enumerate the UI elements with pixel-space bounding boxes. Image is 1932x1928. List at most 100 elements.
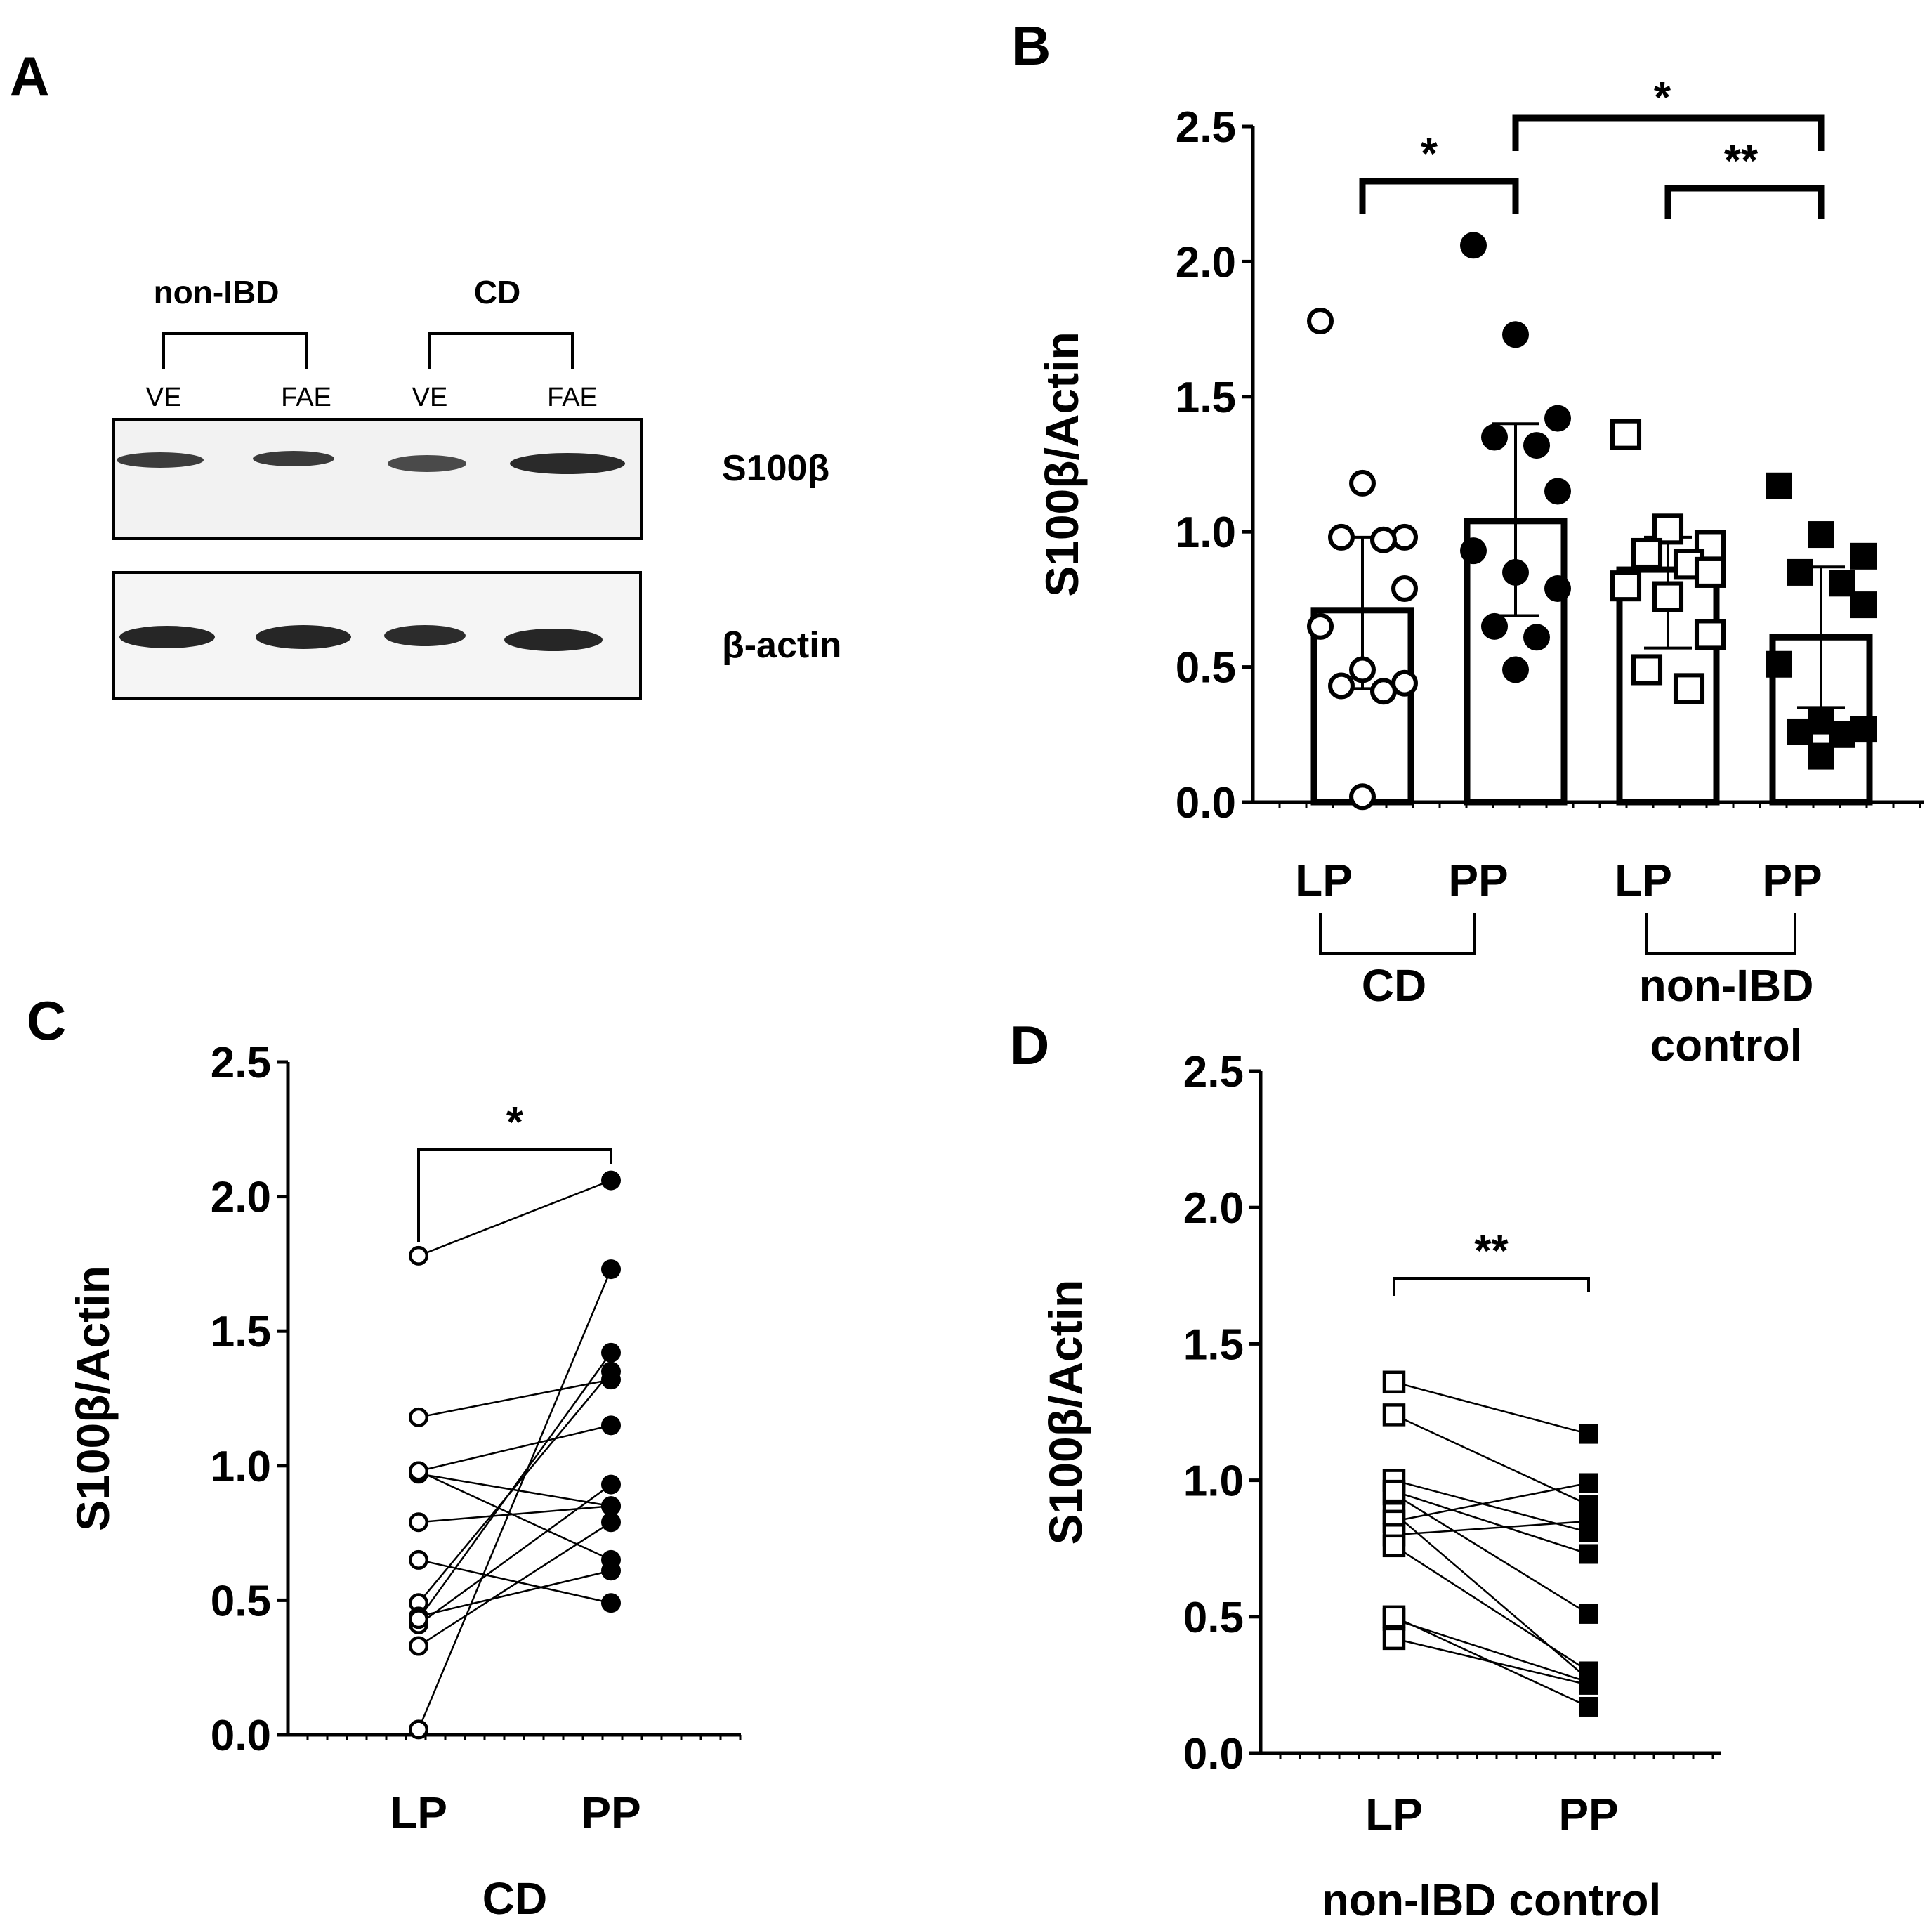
c-significance-bracket: [417, 1148, 612, 1242]
d-point-pp: [1579, 1696, 1598, 1717]
c-point-lp: [408, 1636, 428, 1656]
c-point-lp: [408, 1512, 428, 1533]
b-point-1: [1307, 612, 1334, 640]
d-pair-line: [1393, 1414, 1589, 1506]
c-point-lp: [408, 1245, 428, 1266]
c-point-lp: [408, 1609, 428, 1629]
b-point-3: [1631, 537, 1663, 570]
b-point-2: [1460, 537, 1487, 565]
band-s100b-lane4: [510, 453, 625, 474]
b-group-bracket-non-ibd: [1645, 913, 1796, 955]
b-point-2: [1544, 478, 1571, 505]
b-point-1: [1349, 469, 1376, 497]
bar-chart-b: 0.0 0.5 1.0 1.5 2.0 2.5 S100β/Actin LP PP LP PP CD n…: [1036, 74, 1924, 1070]
band-s100b-lane3: [388, 455, 466, 472]
c-point-pp: [601, 1259, 621, 1280]
b-point-4: [1766, 472, 1792, 499]
c-pair-line: [418, 1424, 612, 1472]
c-pair-line: [417, 1268, 612, 1730]
d-point-pp: [1579, 1674, 1598, 1695]
b-point-4: [1850, 591, 1877, 619]
d-ytick-label: 1.0: [1183, 1457, 1244, 1506]
c-point-lp: [408, 1549, 428, 1570]
c-pair-line: [418, 1483, 612, 1625]
panel-label-a: A: [10, 45, 49, 107]
c-ytick-label: 1.0: [211, 1443, 271, 1491]
d-significance-label: **: [1474, 1227, 1509, 1276]
c-ytick-label: 1.5: [211, 1308, 271, 1356]
b-significance-bracket: [1664, 185, 1825, 219]
c-point-pp: [601, 1415, 621, 1436]
c-pair-line: [418, 1570, 612, 1618]
d-ytick-label: 2.5: [1183, 1048, 1244, 1096]
blot-bracket-non-ibd: [162, 332, 308, 369]
c-point-pp: [601, 1342, 621, 1363]
b-point-2: [1544, 575, 1571, 603]
lane-label-1: VE: [146, 383, 182, 412]
b-point-3: [1610, 419, 1642, 450]
d-category-pp: PP: [1558, 1789, 1618, 1840]
b-point-2: [1460, 232, 1487, 259]
d-point-lp: [1382, 1534, 1406, 1558]
c-point-pp: [601, 1512, 621, 1533]
d-point-pp: [1579, 1604, 1598, 1624]
c-point-lp: [408, 1407, 428, 1427]
c-point-pp: [601, 1496, 621, 1516]
d-ytick-label: 1.5: [1183, 1320, 1244, 1369]
c-category-pp: PP: [581, 1788, 640, 1838]
b-point-3: [1631, 654, 1663, 686]
c-y-axis-title: S100β/Actin: [67, 1266, 119, 1531]
b-point-2: [1502, 558, 1529, 586]
c-pair-line: [418, 1470, 612, 1561]
b-point-2: [1544, 405, 1571, 432]
c-x-axis-title: CD: [482, 1873, 547, 1924]
b-ytick-label: 0.5: [1176, 644, 1236, 693]
b-point-1: [1307, 308, 1334, 335]
b-category-label: PP: [1448, 855, 1508, 905]
b-point-1: [1391, 575, 1419, 603]
b-point-1: [1328, 523, 1355, 551]
d-point-pp: [1579, 1473, 1598, 1493]
d-pair-line: [1393, 1482, 1589, 1523]
d-ytick-label: 2.0: [1183, 1184, 1244, 1233]
lane-label-3: VE: [412, 383, 448, 412]
d-significance-bracket: [1393, 1277, 1590, 1296]
c-pair-line: [417, 1352, 612, 1620]
b-group-bracket-cd: [1319, 913, 1476, 955]
d-point-pp: [1579, 1424, 1598, 1444]
b-point-3: [1610, 570, 1642, 602]
b-point-2: [1481, 424, 1508, 451]
b-point-1: [1391, 523, 1419, 551]
b-point-2: [1481, 612, 1508, 640]
b-group-label-cd: CD: [1362, 960, 1426, 1011]
b-significance-bracket: [1359, 178, 1519, 214]
c-pair-line: [418, 1473, 612, 1507]
c-category-lp: LP: [390, 1788, 447, 1838]
lane-label-4: FAE: [547, 383, 598, 412]
c-ytick-label: 0.0: [211, 1712, 271, 1760]
b-point-1: [1349, 783, 1376, 811]
band-s100b-lane1: [117, 452, 204, 468]
b-point-4: [1787, 718, 1813, 745]
b-point-4: [1787, 558, 1813, 586]
b-ytick-label: 1.0: [1176, 509, 1236, 557]
b-group-label-non-ibd-line2: control: [1650, 1020, 1803, 1070]
c-point-pp: [601, 1561, 621, 1581]
b-point-4: [1850, 542, 1877, 570]
blot-membrane-s100b: [112, 418, 643, 540]
c-point-lp: [408, 1719, 428, 1740]
blot-bracket-cd: [428, 332, 574, 369]
c-point-pp: [601, 1361, 621, 1382]
d-category-lp: LP: [1365, 1789, 1423, 1840]
b-point-2: [1502, 656, 1529, 683]
b-significance-label: *: [1654, 74, 1671, 122]
c-point-pp: [601, 1474, 621, 1495]
b-category-label: PP: [1762, 855, 1822, 905]
d-pair-line: [1393, 1381, 1589, 1435]
d-pair-line: [1393, 1520, 1589, 1536]
b-ytick-label: 2.5: [1176, 103, 1236, 152]
b-significance-bracket: [1512, 114, 1825, 151]
c-pair-line: [418, 1505, 612, 1523]
d-point-lp: [1382, 1627, 1406, 1651]
